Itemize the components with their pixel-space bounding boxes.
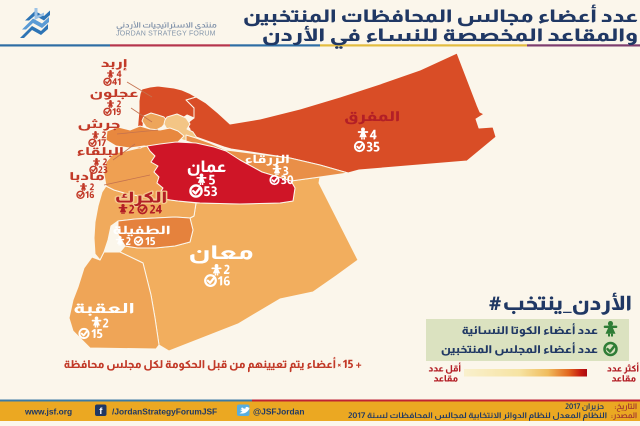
svg-text:f: f xyxy=(99,406,103,417)
svg-text:/JordanStrategyForumJSF: /JordanStrategyForumJSF xyxy=(112,407,217,417)
svg-text:@JSFJordan: @JSFJordan xyxy=(253,407,304,417)
svg-text:JORDAN STRATEGY FORUM: JORDAN STRATEGY FORUM xyxy=(116,31,216,38)
svg-text:www.jsf.org: www.jsf.org xyxy=(24,407,72,417)
